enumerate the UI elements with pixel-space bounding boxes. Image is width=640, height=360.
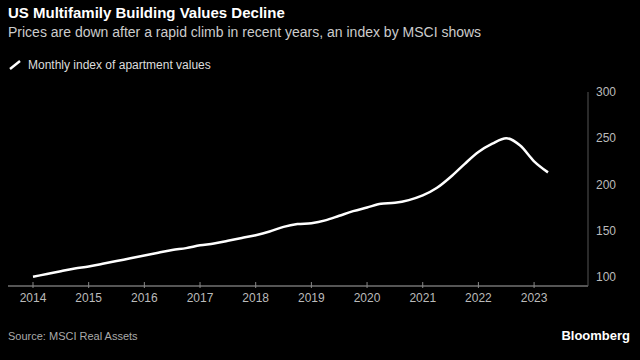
svg-text:2022: 2022	[465, 291, 492, 305]
svg-text:250: 250	[596, 131, 616, 145]
svg-text:100: 100	[596, 270, 616, 284]
svg-text:200: 200	[596, 178, 616, 192]
svg-text:2023: 2023	[521, 291, 548, 305]
html-text:US Multifamily Building Values: US Multifamily Building Values Decline	[8, 4, 285, 21]
html-text:Bloomberg: Bloomberg	[561, 328, 630, 343]
html-text:Prices are down after a rapid: Prices are down after a rapid climb in r…	[8, 24, 482, 40]
svg-text:2014: 2014	[20, 291, 47, 305]
svg-text:2018: 2018	[242, 291, 269, 305]
svg-text:2015: 2015	[75, 291, 102, 305]
svg-text:2020: 2020	[354, 291, 381, 305]
svg-text:2016: 2016	[131, 291, 158, 305]
svg-text:150: 150	[596, 224, 616, 238]
html-text:Monthly index of apartment val: Monthly index of apartment values	[28, 58, 211, 72]
svg-text:2021: 2021	[409, 291, 436, 305]
svg-text:2017: 2017	[187, 291, 214, 305]
svg-text:300: 300	[596, 85, 616, 99]
html-text:Source: MSCI Real Assets: Source: MSCI Real Assets	[8, 330, 138, 342]
svg-text:2019: 2019	[298, 291, 325, 305]
